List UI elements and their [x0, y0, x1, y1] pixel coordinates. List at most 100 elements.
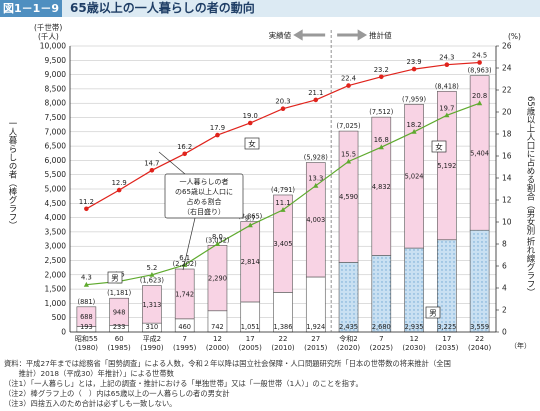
- x-tick-label: 7: [379, 335, 383, 343]
- note-line: 資料：平成27年までは総務省「国勢調査」による人数，令和２年以降は国立社会保障・…: [4, 359, 451, 368]
- x-tick-label: (2000): [206, 344, 230, 352]
- right-axis-unit: (%): [508, 32, 521, 41]
- male-ratio-marker: [313, 182, 319, 188]
- x-tick-label: 昭和55: [75, 334, 98, 343]
- bar-female: [240, 221, 261, 303]
- left-tick-label: 5,000: [45, 185, 67, 194]
- x-tick-label: 12: [213, 335, 222, 343]
- bar-female: [404, 104, 424, 249]
- note-line: （注3）四捨五入のため合計は必ずしも一致しない。: [4, 399, 177, 408]
- total-value-label: (3,865): [238, 212, 262, 220]
- right-tick-label: 16: [502, 152, 512, 161]
- female-ratio-label: 16.2: [177, 143, 192, 151]
- female-value-label: 3,405: [274, 240, 293, 248]
- female-value-label: 1,742: [175, 290, 194, 298]
- female-ratio-marker: [313, 97, 319, 103]
- male-ratio-label: 4.3: [81, 274, 92, 282]
- ratio-lines: [83, 60, 483, 287]
- right-tick-label: 14: [502, 174, 512, 183]
- bar-female: [338, 130, 359, 263]
- x-tick-label: (2030): [402, 344, 426, 352]
- female-legend-right-box: [431, 140, 447, 153]
- left-tick-label: 9,500: [45, 56, 67, 65]
- female-ratio-marker: [444, 62, 450, 67]
- actual-legend: 実績値: [269, 30, 292, 40]
- male-value-label: 1,386: [274, 323, 293, 331]
- female-ratio-label: 14.7: [144, 159, 159, 167]
- male-ratio-marker: [444, 112, 450, 118]
- total-value-label: (8,963): [468, 67, 492, 75]
- left-tick-label: 7,500: [45, 113, 67, 122]
- female-value-label: 688: [80, 313, 93, 321]
- female-value-label: 2,814: [241, 258, 260, 266]
- x-tick-label: 12: [410, 335, 419, 343]
- female-legend-right-text: 女: [435, 142, 443, 152]
- female-value-label: 948: [113, 308, 126, 316]
- x-tick-label: (2020): [337, 344, 361, 352]
- male-ratio-label: 18.2: [407, 121, 422, 129]
- x-tick-label: (1980): [75, 344, 99, 352]
- male-value-label: 193: [80, 323, 93, 331]
- female-ratio-marker: [182, 151, 187, 157]
- right-tick-label: 8: [502, 240, 507, 249]
- left-tick-label: 0: [61, 328, 66, 337]
- male-value-label: 3,559: [470, 323, 489, 331]
- female-value-label: 5,192: [437, 162, 456, 170]
- male-value-label: 460: [178, 323, 191, 331]
- total-value-label: (7,959): [402, 95, 426, 103]
- x-tick-label: 60: [115, 335, 124, 343]
- male-ratio-marker: [378, 144, 384, 150]
- left-axis-title: 一人暮らしの者（棒グラフ）: [7, 119, 17, 230]
- female-ratio-label: 17.9: [210, 124, 225, 132]
- grid-lines: [70, 45, 496, 333]
- female-value-label: 4,832: [372, 183, 391, 191]
- left-tick-label: 4,000: [45, 213, 67, 222]
- male-value-label: 3,225: [437, 323, 456, 331]
- female-ratio-label: 19.0: [243, 112, 258, 120]
- female-ratio-marker: [280, 106, 286, 111]
- female-ratio-label: 20.3: [275, 98, 290, 106]
- right-tick-label: 6: [502, 262, 507, 271]
- x-tick-label: (2005): [239, 344, 263, 352]
- right-tick-label: 24: [502, 64, 512, 73]
- left-axis-unit-top: (千世帯): [34, 22, 62, 32]
- x-tick-label: (2010): [271, 344, 295, 352]
- arrow-right-icon: [337, 29, 368, 41]
- male-value-label: 310: [146, 323, 159, 331]
- male-legend-text: 男: [111, 274, 119, 283]
- female-ratio-label: 23.2: [374, 66, 389, 74]
- right-tick-label: 20: [502, 108, 512, 117]
- total-value-label: (1,623): [140, 277, 164, 285]
- bar-female: [142, 285, 162, 324]
- right-tick-label: 12: [502, 196, 512, 205]
- right-tick-label: 2: [502, 306, 507, 315]
- bar-male: [371, 255, 392, 333]
- callout-text: 一人暮らしの者: [180, 177, 229, 186]
- male-ratio-marker: [83, 281, 89, 287]
- female-ratio-marker: [116, 187, 122, 193]
- right-tick-label: 18: [502, 130, 512, 139]
- x-tick-label: 22: [475, 335, 484, 343]
- female-ratio-label: 22.4: [341, 75, 356, 83]
- x-tick-label: 17: [442, 335, 451, 343]
- female-ratio-marker: [477, 60, 482, 65]
- female-ratio-label: 24.3: [439, 54, 454, 62]
- note-line: 推計）2018（平成30）年推計）」による世帯数: [4, 369, 174, 378]
- female-ratio-label: 21.1: [308, 89, 323, 97]
- female-value-label: 5,404: [470, 149, 489, 157]
- left-tick-label: 6,500: [45, 142, 67, 151]
- bar-female: [305, 162, 326, 278]
- data-labels: 193 688 (881) 233 948 (1,181) 310 1,313 (1,623) 4…: [78, 52, 492, 332]
- male-value-label: 1,051: [241, 323, 260, 331]
- projected-legend: 推計値: [369, 30, 392, 40]
- left-tick-label: 1,500: [45, 285, 67, 294]
- left-tick-label: 2,500: [45, 256, 67, 265]
- left-tick-label: 500: [52, 313, 67, 322]
- bar-male: [338, 262, 359, 333]
- female-ratio-marker: [346, 83, 351, 88]
- male-ratio-marker: [149, 272, 155, 277]
- male-ratio-label: 8.0: [212, 233, 223, 241]
- left-tick-label: 5,500: [45, 170, 67, 179]
- callout-box: [164, 173, 244, 219]
- left-tick-label: 6,000: [45, 156, 67, 165]
